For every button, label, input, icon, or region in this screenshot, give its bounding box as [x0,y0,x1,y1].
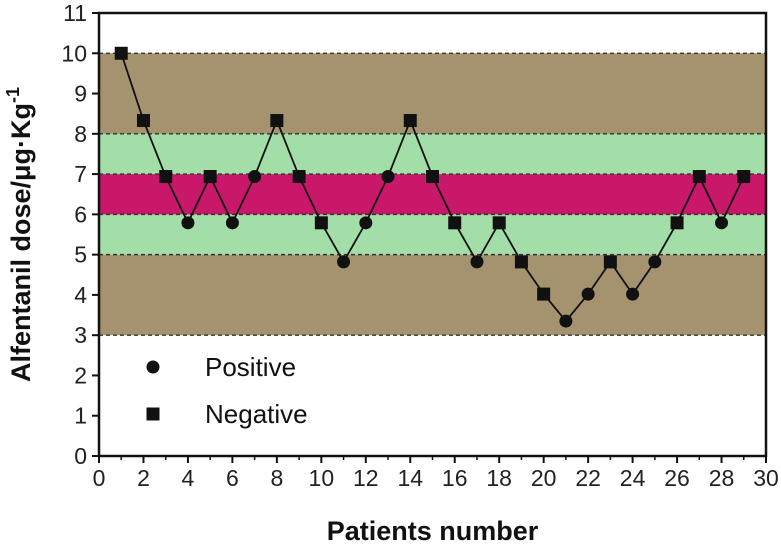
x-tick-label-26: 26 [664,465,690,491]
legend: Positive Negative [146,352,308,429]
marker-negative-patient-19 [514,255,528,269]
y-tick-label-11: 11 [63,0,87,26]
x-tick-label-24: 24 [620,465,646,491]
y-tick-label-10: 10 [61,40,87,66]
marker-negative-patient-26 [670,216,684,230]
y-tick-label-8: 8 [74,121,87,147]
x-tick-label-18: 18 [486,465,512,491]
marker-negative-patient-18 [492,216,506,230]
band-1 [99,214,766,255]
legend-label-positive: Positive [205,352,296,382]
band-0 [99,254,766,336]
marker-negative-patient-14 [403,114,417,128]
x-tick-label-6: 6 [226,465,239,491]
marker-negative-patient-1 [114,46,128,60]
y-tick-label-5: 5 [74,242,87,268]
marker-negative-patient-3 [159,170,173,184]
y-tick-label-6: 6 [74,201,87,227]
x-tick-label-2: 2 [137,465,150,491]
x-tick-label-12: 12 [353,465,379,491]
marker-positive-patient-12 [359,216,373,230]
x-tick-label-28: 28 [709,465,735,491]
x-tick-label-30: 30 [753,465,779,491]
marker-positive-patient-6 [225,216,239,230]
marker-negative-patient-20 [537,287,551,301]
marker-positive-patient-7 [248,170,262,184]
marker-negative-patient-8 [270,114,284,128]
y-axis-title-main: Alfentanil dose/μg·Kg [6,103,36,382]
x-tick-label-0: 0 [93,465,106,491]
x-tick-label-22: 22 [575,465,601,491]
y-axis-title-superscript: -1 [3,87,23,103]
marker-layer [114,46,751,328]
marker-negative-patient-5 [203,170,217,184]
x-tick-label-4: 4 [182,465,195,491]
marker-negative-patient-16 [448,216,462,230]
marker-negative-patient-2 [136,114,150,128]
marker-negative-patient-9 [292,170,306,184]
marker-negative-patient-29 [737,170,751,184]
marker-positive-patient-13 [381,170,395,184]
y-tick-label-1: 1 [74,403,87,429]
x-tick-label-14: 14 [397,465,423,491]
legend-marker-negative [146,407,160,421]
x-tick-label-8: 8 [270,465,283,491]
marker-negative-patient-15 [426,170,439,184]
y-tick-label-0: 0 [74,443,87,469]
legend-marker-positive [146,360,160,374]
x-tick-label-10: 10 [309,465,335,491]
y-tick-label-9: 9 [74,81,87,107]
x-axis-title: Patients number [327,516,539,546]
legend-label-negative: Negative [205,399,308,429]
marker-negative-patient-23 [603,255,617,269]
x-ticks: 0 2 4 6 8 10 12 14 16 18 20 22 24 26 28 30 [93,456,779,491]
x-tick-label-20: 20 [531,465,557,491]
marker-positive-patient-24 [626,287,640,301]
marker-positive-patient-21 [559,314,573,328]
y-ticks: 0 1 2 3 4 5 6 7 8 9 10 11 [61,0,99,469]
marker-negative-patient-27 [692,170,706,184]
marker-negative-patient-10 [314,216,328,230]
marker-positive-patient-11 [337,255,351,269]
y-tick-label-3: 3 [74,322,87,348]
marker-positive-patient-4 [181,216,195,230]
y-axis-title: Alfentanil dose/μg·Kg-1 [3,87,36,382]
y-tick-label-2: 2 [74,362,87,388]
y-tick-label-7: 7 [74,161,87,187]
marker-positive-patient-28 [715,216,729,230]
marker-positive-patient-22 [581,287,595,301]
band-4 [99,53,766,134]
marker-positive-patient-25 [648,255,662,269]
dashed-line-layer [99,52,766,336]
y-tick-label-4: 4 [74,282,87,308]
x-tick-label-16: 16 [442,465,468,491]
marker-positive-patient-17 [470,255,484,269]
band-layer [99,53,766,336]
band-3 [99,133,766,175]
